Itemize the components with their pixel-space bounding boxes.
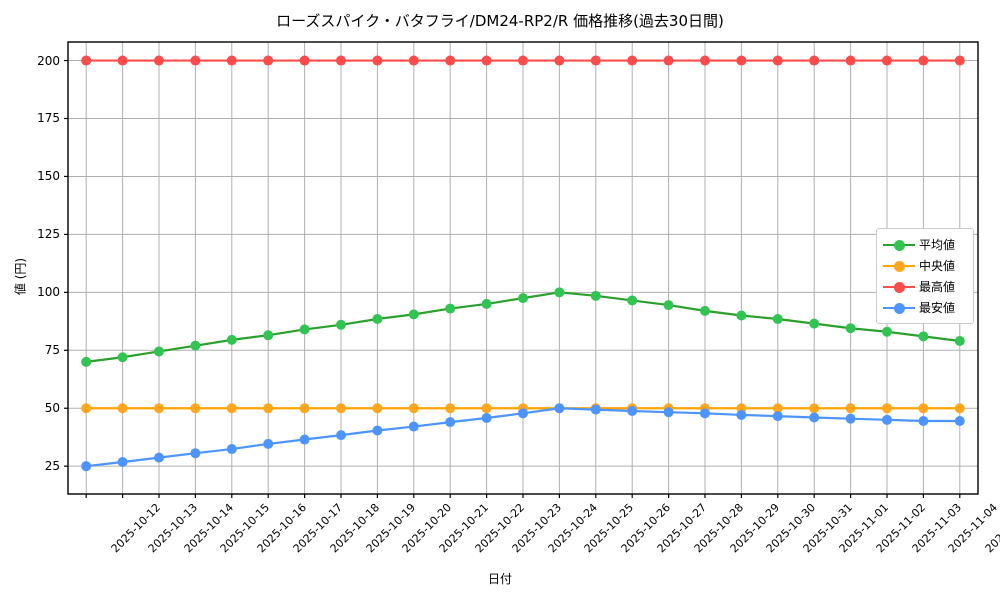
y-tick-label: 25: [44, 459, 60, 474]
legend-item[interactable]: 平均値: [883, 234, 967, 255]
legend-item[interactable]: 最高値: [883, 276, 967, 297]
y-tick-label: 125: [37, 227, 60, 242]
y-tick-label: 200: [37, 53, 60, 68]
chart-title: ローズスパイク・バタフライ/DM24-RP2/R 価格推移(過去30日間): [276, 12, 724, 30]
legend-marker-icon: [883, 280, 915, 294]
legend-label: 最安値: [919, 301, 956, 315]
legend-item[interactable]: 中央値: [883, 255, 967, 276]
legend-label: 平均値: [919, 238, 956, 252]
y-tick-label: 100: [37, 285, 60, 300]
chart-legend: 平均値中央値最高値最安値: [876, 228, 974, 324]
legend-marker-icon: [883, 259, 915, 273]
legend-marker-icon: [883, 301, 915, 315]
y-tick-label: 50: [44, 401, 60, 416]
legend-item[interactable]: 最安値: [883, 297, 967, 318]
y-tick-label: 75: [44, 343, 60, 358]
legend-label: 最高値: [919, 280, 956, 294]
x-axis-label: 日付: [487, 572, 512, 586]
legend-label: 中央値: [919, 259, 956, 273]
y-tick-label: 150: [37, 169, 60, 184]
legend-marker-icon: [883, 238, 915, 252]
y-tick-label: 175: [37, 111, 60, 126]
